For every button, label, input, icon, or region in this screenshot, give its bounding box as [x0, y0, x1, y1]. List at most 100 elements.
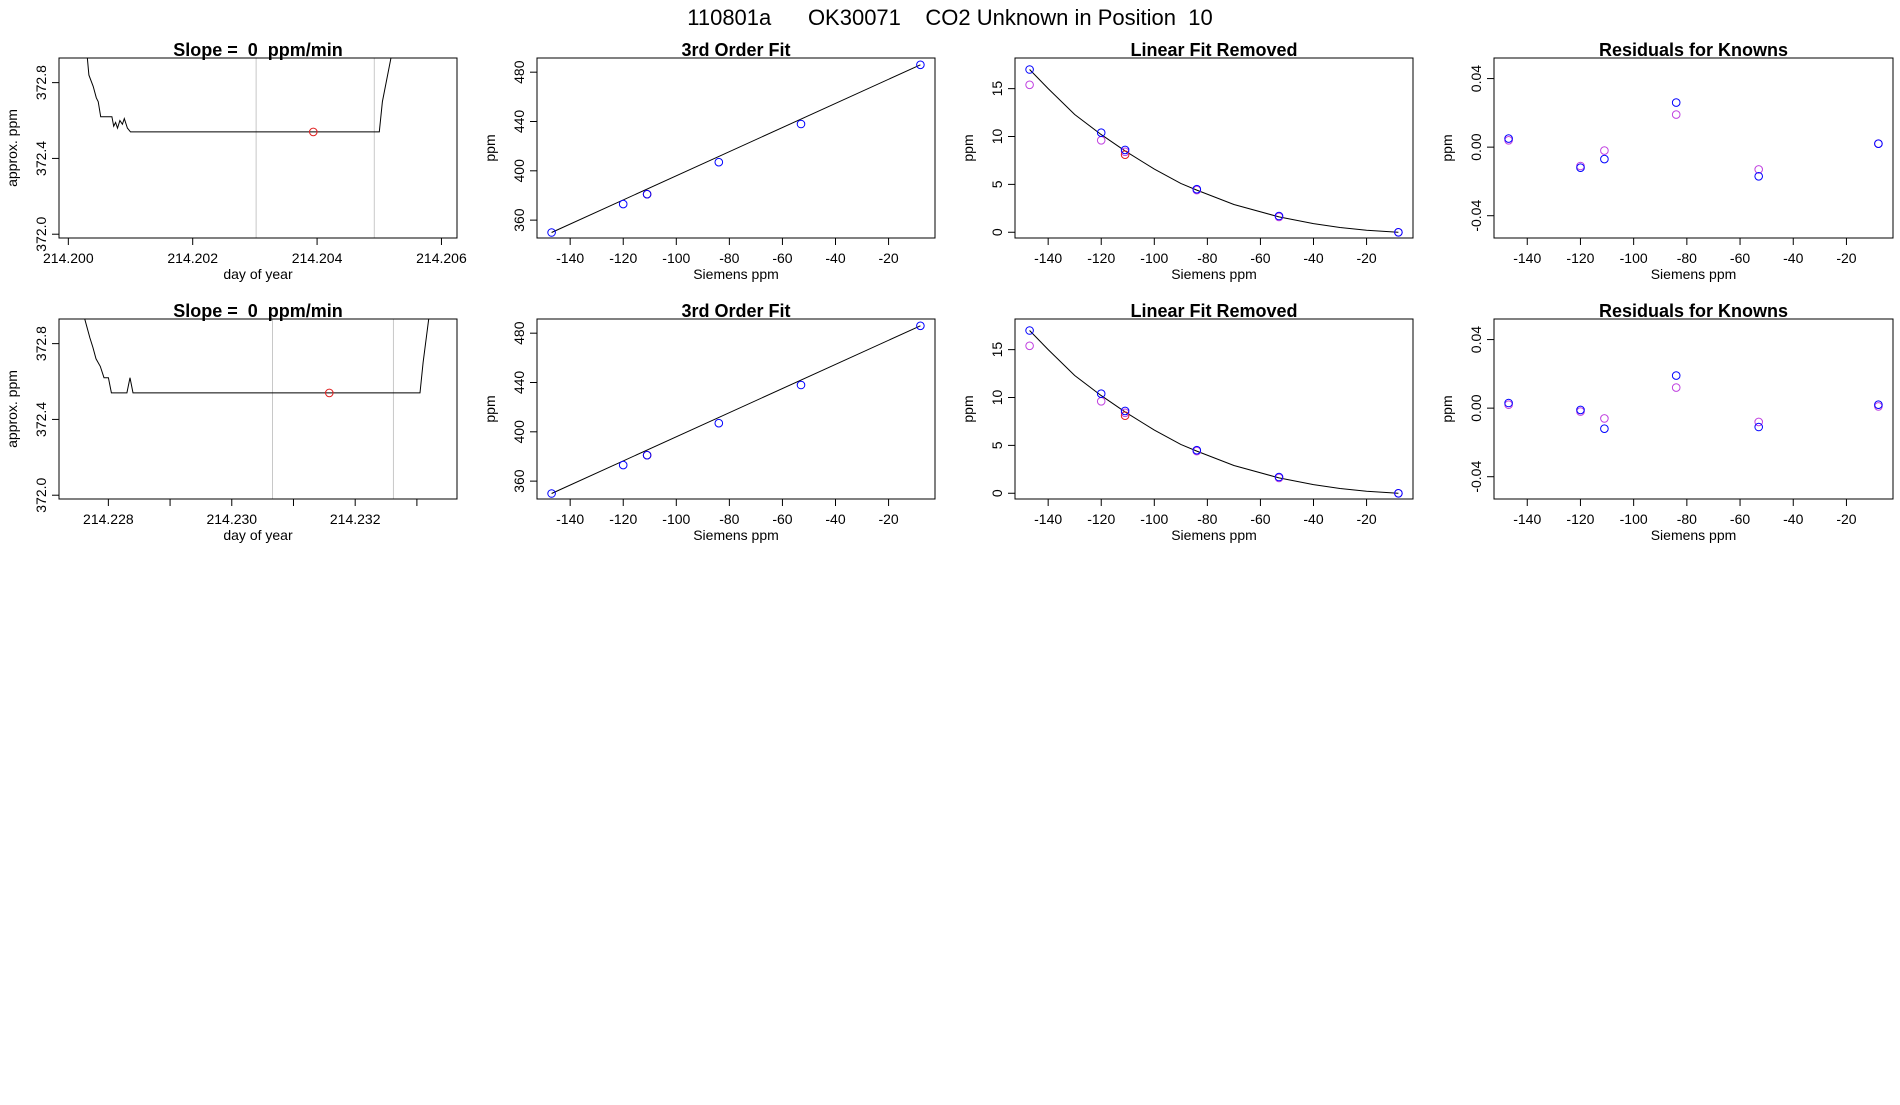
known-point [642, 189, 652, 199]
x-tick-label: -40 [1303, 511, 1323, 527]
known-point [618, 460, 628, 470]
y-tick-label: 360 [511, 469, 527, 493]
known-alt-point [1025, 341, 1034, 351]
x-axis-label: day of year [223, 266, 293, 282]
y-tick-label: 372.0 [33, 216, 49, 251]
y-tick-label: 5 [989, 180, 1005, 188]
x-tick-label: -20 [878, 250, 898, 266]
fit-line [551, 64, 921, 233]
known-point [1671, 98, 1681, 107]
x-tick-label: -40 [1783, 250, 1803, 266]
plot-frame [536, 57, 936, 239]
x-tick-label: -80 [719, 511, 739, 527]
chart-title: Linear Fit Removed [1130, 301, 1297, 321]
x-tick-label: -140 [1513, 250, 1541, 266]
chart-panel-3: -140 -120 -100 -80 -60 -40 -20 0 5 10 15 Linear Fit… [960, 40, 1414, 282]
x-tick-label: -80 [1197, 511, 1217, 527]
y-axis-label: ppm [960, 395, 976, 422]
known-point [1600, 424, 1609, 434]
x-tick-label: 214.204 [292, 250, 343, 266]
known-point [796, 380, 806, 390]
known-alt-point [1576, 161, 1585, 171]
y-axis-label: approx. ppm [4, 109, 20, 187]
page-title: 110801a OK30071 CO2 Unknown in Position … [687, 5, 1212, 30]
ppm-trace-line [84, 319, 430, 394]
y-axis-label: ppm [482, 134, 498, 161]
y-tick-label: 15 [989, 342, 1005, 358]
x-tick-label: -120 [1087, 511, 1115, 527]
known-point [1025, 65, 1034, 74]
x-tick-label: -80 [1677, 511, 1697, 527]
known-point [642, 450, 652, 460]
x-tick-label: -80 [1677, 250, 1697, 266]
known-point [1192, 184, 1202, 194]
known-point [1504, 134, 1513, 143]
x-tick-label: 214.228 [83, 511, 134, 527]
x-axis-label: day of year [223, 527, 293, 543]
x-tick-label: -80 [719, 250, 739, 266]
y-tick-label: 10 [989, 129, 1005, 145]
chart-title: Slope = 0 ppm/min [173, 40, 343, 60]
chart-panel-5: 214.228 214.230 214.232 372.0 372.4 372.8 Slop… [4, 301, 458, 543]
plot-area [547, 321, 925, 498]
x-axis-label: Siemens ppm [1171, 527, 1257, 543]
x-axis-label: Siemens ppm [693, 266, 779, 282]
known-point [796, 119, 806, 129]
known-point [1600, 154, 1609, 164]
x-tick-label: -60 [1250, 511, 1270, 527]
sample-point [309, 127, 318, 137]
known-point [1274, 472, 1284, 482]
known-point [1025, 326, 1034, 335]
x-tick-label: 214.230 [206, 511, 257, 527]
chart-title: Residuals for Knowns [1599, 301, 1788, 321]
y-tick-label: -0.04 [1468, 200, 1484, 232]
y-axis-label: ppm [482, 395, 498, 422]
known-point [1274, 211, 1284, 221]
x-tick-label: -20 [1836, 250, 1856, 266]
chart-panel-6: -140 -120 -100 -80 -60 -40 -20 360 400 440 480 3rd … [482, 301, 936, 543]
known-point [1192, 445, 1202, 455]
x-axis-label: Siemens ppm [1651, 527, 1737, 543]
x-tick-label: -40 [825, 511, 845, 527]
x-tick-label: -100 [1620, 250, 1648, 266]
y-tick-label: 440 [511, 371, 527, 395]
y-tick-label: 10 [989, 390, 1005, 406]
unknown-point [1120, 150, 1130, 159]
x-tick-label: -140 [556, 250, 584, 266]
known-alt-point [1600, 146, 1609, 155]
known-alt-point [1754, 165, 1763, 174]
known-alt-point [1600, 414, 1609, 423]
plot-area [86, 58, 392, 238]
plot-area [1025, 65, 1403, 237]
plot-area [1504, 98, 1883, 181]
fit-line [551, 325, 921, 494]
known-point [547, 489, 556, 498]
y-tick-label: -0.04 [1468, 461, 1484, 493]
chart-title: 3rd Order Fit [681, 301, 790, 321]
x-tick-label: -60 [1730, 511, 1750, 527]
known-alt-point [1025, 80, 1034, 90]
known-point [1754, 172, 1763, 181]
x-tick-label: -20 [1356, 511, 1376, 527]
x-tick-label: -140 [1034, 511, 1062, 527]
x-tick-label: -120 [1566, 511, 1594, 527]
known-point [714, 157, 724, 167]
residual-curve [1029, 330, 1399, 494]
plot-frame [1493, 318, 1894, 500]
known-alt-point [1096, 397, 1106, 406]
known-alt-point [1504, 400, 1513, 410]
y-tick-label: 400 [511, 420, 527, 444]
x-tick-label: -60 [772, 511, 792, 527]
x-axis-label: Siemens ppm [1171, 266, 1257, 282]
known-point [1394, 489, 1403, 498]
ppm-trace-line [86, 58, 392, 133]
plot-frame [58, 318, 458, 500]
chart-panel-4: -140 -120 -100 -80 -60 -40 -20 -0.04 0.00 0.04 Res… [1439, 40, 1894, 282]
x-tick-label: -120 [609, 250, 637, 266]
x-tick-label: -20 [1836, 511, 1856, 527]
x-tick-label: -140 [556, 511, 584, 527]
x-tick-label: 214.206 [416, 250, 467, 266]
y-tick-label: 372.4 [33, 402, 49, 437]
y-axis-label: approx. ppm [4, 370, 20, 448]
plot-frame [1493, 57, 1894, 239]
